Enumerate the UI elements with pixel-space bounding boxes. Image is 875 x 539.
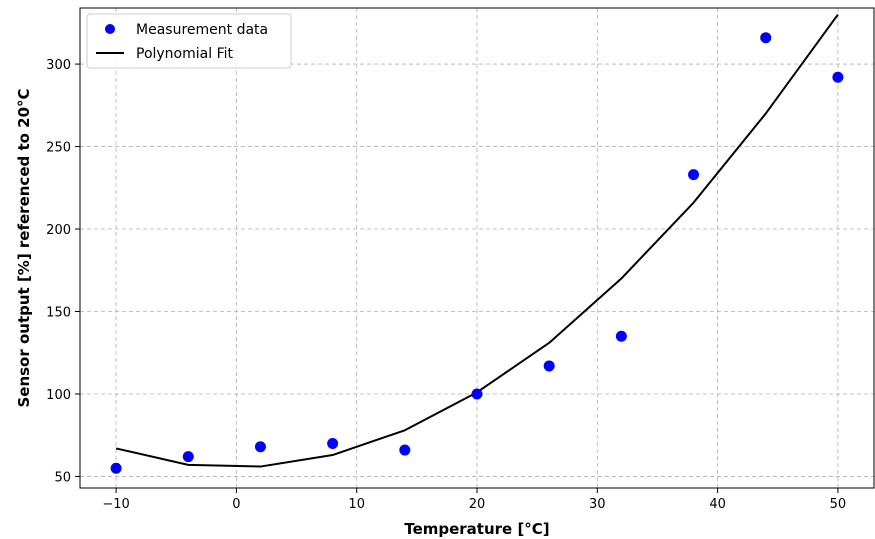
measurement-point bbox=[327, 437, 339, 449]
x-tick-label: 40 bbox=[709, 497, 726, 512]
y-axis-label: Sensor output [%] referenced to 20°C bbox=[15, 88, 33, 407]
legend-box bbox=[86, 13, 292, 69]
y-axis: 50 100 150 200 250 300 bbox=[46, 58, 80, 485]
y-tick-label: 50 bbox=[54, 470, 71, 485]
legend-label-polynomial-fit: Polynomial Fit bbox=[136, 46, 233, 62]
legend-label-measurement: Measurement data bbox=[136, 22, 268, 38]
y-tick-label: 300 bbox=[46, 58, 71, 73]
x-tick-label: −10 bbox=[102, 497, 129, 512]
x-tick-label: 0 bbox=[232, 497, 240, 512]
x-tick-label: 50 bbox=[830, 497, 847, 512]
y-tick-label: 200 bbox=[46, 223, 71, 238]
y-tick-label: 100 bbox=[46, 388, 71, 403]
measurement-point bbox=[254, 441, 266, 453]
measurement-point bbox=[615, 330, 627, 342]
measurement-point bbox=[543, 360, 555, 372]
measurement-point bbox=[832, 71, 844, 83]
y-tick-label: 150 bbox=[46, 306, 71, 321]
x-tick-label: 10 bbox=[348, 497, 365, 512]
measurement-point bbox=[471, 388, 483, 400]
measurement-point bbox=[688, 169, 700, 181]
x-tick-label: 20 bbox=[469, 497, 486, 512]
x-axis-label: Temperature [°C] bbox=[404, 520, 549, 538]
x-tick-label: 30 bbox=[589, 497, 606, 512]
measurement-point bbox=[182, 451, 194, 463]
measurement-point bbox=[110, 462, 122, 474]
measurement-point bbox=[399, 444, 411, 456]
legend: Measurement data Polynomial Fit bbox=[86, 13, 292, 69]
x-axis: −10 0 10 20 30 40 50 bbox=[102, 488, 846, 512]
series-layer bbox=[110, 14, 844, 474]
grid bbox=[80, 8, 874, 488]
legend-marker-measurement bbox=[105, 24, 115, 34]
measurement-point bbox=[760, 32, 772, 44]
y-tick-label: 250 bbox=[46, 141, 71, 156]
